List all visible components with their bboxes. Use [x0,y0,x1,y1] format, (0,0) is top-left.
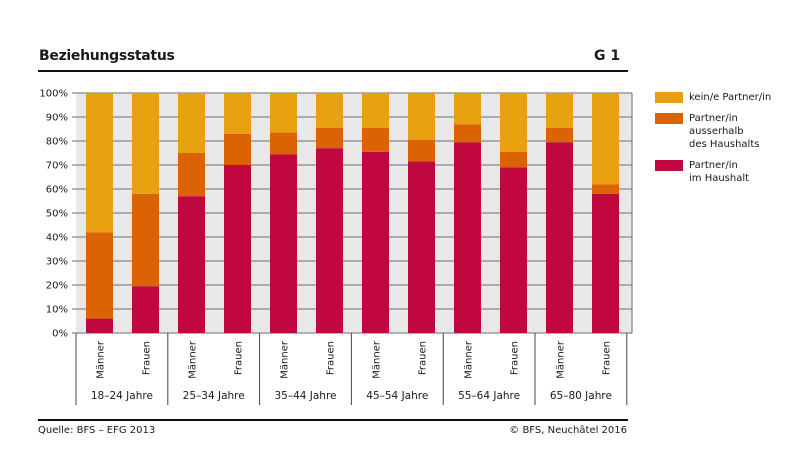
bar-segment-kein-partner [224,93,251,134]
group-label: 35–44 Jahre [274,390,336,402]
group-label: 65–80 Jahre [550,390,612,402]
figure-number: G 1 [594,48,621,64]
bar-segment-partner-im-haushalt [500,167,527,333]
legend-text: ausserhalb [689,126,744,137]
bar-segment-partner-ausserhalb [500,151,527,168]
bar-segment-partner-ausserhalb [546,127,573,143]
bar-segment-partner-ausserhalb [408,139,435,162]
legend: kein/e Partner/in Partner/in ausserhalb … [655,91,799,193]
bar-segment-kein-partner [454,93,481,125]
header-rule [38,70,628,72]
group-label: 25–34 Jahre [183,390,245,402]
bar-segment-partner-im-haushalt [86,318,113,333]
legend-text: im Haushalt [689,173,750,184]
bar-segment-kein-partner [270,93,297,133]
bar-segment-partner-ausserhalb [270,132,297,155]
x-tick-label: Männer [188,340,199,379]
bar-segment-partner-im-haushalt [178,196,205,333]
x-tick-label: Frauen [602,341,613,375]
bar-segment-partner-im-haushalt [546,142,573,333]
bar-segment-partner-im-haushalt [316,148,343,333]
legend-item-partner-ausserhalb: Partner/in ausserhalb des Haushalts [655,112,799,151]
x-tick-label: Frauen [326,341,337,375]
bar-segment-kein-partner [500,93,527,152]
x-tick-label: Männer [280,340,291,379]
bar-segment-partner-ausserhalb [178,153,205,197]
legend-swatch-partner-im-haushalt [655,160,683,171]
y-tick-label: 30% [46,257,68,268]
bar-segment-partner-ausserhalb [224,133,251,165]
bar-segment-partner-ausserhalb [316,127,343,149]
bar-segment-partner-im-haushalt [408,161,435,333]
y-tick-label: 70% [46,161,68,172]
legend-text: des Haushalts [689,139,760,150]
bar-segment-kein-partner [86,93,113,233]
y-tick-label: 60% [46,185,68,196]
legend-item-kein-partner: kein/e Partner/in [655,91,799,104]
bar-segment-partner-im-haushalt [454,142,481,333]
bar-segment-kein-partner [546,93,573,128]
bar-segment-kein-partner [592,93,619,185]
copyright-note: © BFS, Neuchâtel 2016 [509,425,627,436]
y-tick-label: 80% [46,137,68,148]
legend-text: Partner/in [689,160,738,171]
bar-segment-kein-partner [362,93,389,128]
y-tick-label: 50% [46,209,68,220]
x-tick-label: Frauen [234,341,245,375]
bar-segment-partner-ausserhalb [454,124,481,143]
legend-item-partner-im-haushalt: Partner/in im Haushalt [655,159,799,185]
group-label: 55–64 Jahre [458,390,520,402]
y-tick-label: 10% [46,305,68,316]
group-label: 45–54 Jahre [366,390,428,402]
x-tick-label: Frauen [510,341,521,375]
y-tick-label: 100% [39,89,68,100]
bar-segment-kein-partner [178,93,205,153]
bar-segment-kein-partner [408,93,435,140]
y-tick-label: 40% [46,233,68,244]
bar-segment-partner-ausserhalb [132,193,159,287]
bar-segment-partner-ausserhalb [362,127,389,152]
bar-segment-partner-im-haushalt [270,154,297,333]
chart-title: Beziehungsstatus [39,48,175,64]
bar-segment-partner-im-haushalt [362,151,389,333]
y-tick-label: 90% [46,113,68,124]
legend-text: Partner/in [689,113,738,124]
bar-segment-partner-im-haushalt [224,165,251,333]
footer-rule [38,419,628,421]
legend-text: kein/e Partner/in [689,92,772,103]
legend-label-kein-partner: kein/e Partner/in [689,91,799,104]
x-tick-label: Männer [464,340,475,379]
y-tick-label: 0% [52,329,68,340]
bar-segment-partner-ausserhalb [592,184,619,194]
x-tick-label: Männer [372,340,383,379]
x-tick-label: Frauen [142,341,153,375]
bar-segment-kein-partner [132,93,159,194]
legend-label-partner-ausserhalb: Partner/in ausserhalb des Haushalts [689,112,799,151]
group-label: 18–24 Jahre [91,390,153,402]
legend-label-partner-im-haushalt: Partner/in im Haushalt [689,159,799,185]
legend-swatch-kein-partner [655,92,683,103]
bar-segment-partner-im-haushalt [592,193,619,333]
x-tick-label: Frauen [418,341,429,375]
y-tick-label: 20% [46,281,68,292]
bar-segment-partner-im-haushalt [132,286,159,333]
source-note: Quelle: BFS – EFG 2013 [38,425,156,436]
x-tick-label: Männer [556,340,567,379]
bar-segment-kein-partner [316,93,343,128]
x-tick-label: Männer [96,340,107,379]
bar-segment-partner-ausserhalb [86,232,113,319]
legend-swatch-partner-ausserhalb [655,113,683,124]
